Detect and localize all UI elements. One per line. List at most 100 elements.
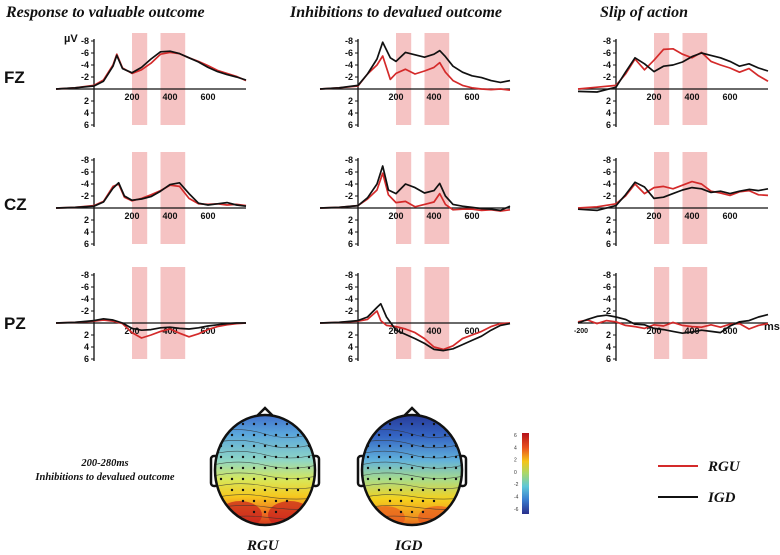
x-tick-label: 400 [162,92,177,102]
y-tick-label: -4 [81,294,89,304]
electrode-dot [410,488,414,492]
x-tick-label: 200 [646,326,661,336]
electrode-dot [421,444,425,448]
y-tick-label: 2 [84,330,89,340]
series-line-rgu [319,55,511,92]
y-tick-label: 4 [348,108,353,118]
electrode-dot [421,422,425,426]
electrode-dot [241,488,245,492]
series-line-igd [577,313,769,335]
x-tick-label: 400 [684,326,699,336]
x-tick-label: 400 [426,326,441,336]
y-tick-label: -8 [81,155,89,165]
electrode-dot [399,455,403,459]
contour-line [362,440,462,449]
highlight-window-0 [132,152,148,244]
electrode-dot [366,466,370,470]
electrode-dot [388,422,392,426]
x-tick-label: 200 [646,92,661,102]
electrode-dot [285,444,289,448]
panel-fz-col2: -8 -6 -4 -2 2 4 6 200 400 600 [577,33,769,130]
topomap-label-rgu: RGU [246,538,280,554]
electrode-dot [421,455,425,459]
electrode-dot [399,466,403,470]
electrode-dot [285,433,289,437]
electrode-dot [307,477,311,481]
x-tick-label: 400 [426,211,441,221]
electrode-dot [421,433,425,437]
series-line-igd [577,181,769,212]
contour-line [215,483,315,490]
electrode-dot [454,455,458,459]
contour-line [362,483,462,490]
electrode-dot [443,455,447,459]
x-tick-label: 200 [388,92,403,102]
electrode-dot [285,488,289,492]
electrode-dot [399,488,403,492]
panel-fz-col1: -8 -6 -4 -2 2 4 6 200 400 600 [319,33,511,130]
topomap-igd: IGD [356,406,468,554]
electrode-dot [388,433,392,437]
x-tick-label: 600 [722,326,737,336]
electrode-dot [410,499,414,503]
electrode-dot [432,422,436,426]
electrode-dot [307,455,311,459]
x-tick-label: 400 [162,211,177,221]
y-tick-label: -2 [603,191,611,201]
y-tick-label: 4 [348,342,353,352]
electrode-dot [241,444,245,448]
y-tick-label: 6 [348,239,353,249]
series-line-rgu [319,172,511,212]
series-line-rgu [577,47,769,90]
y-tick-label: -8 [603,36,611,46]
y-tick-label: 2 [348,96,353,106]
y-tick-label: -6 [345,167,353,177]
electrode-dot [263,477,267,481]
electrode-dot [399,477,403,481]
y-tick-label: 4 [84,342,89,352]
electrode-dot [230,488,234,492]
electrode-dot [252,422,256,426]
y-tick-label: -8 [603,155,611,165]
electrode-dot [296,466,300,470]
electrode-dot [410,510,414,514]
y-tick-label: -6 [81,282,89,292]
y-tick-label: -4 [81,60,89,70]
y-tick-label: 6 [606,239,611,249]
electrode-dot [285,499,289,503]
colorbar-gradient [522,433,529,514]
electrode-dot [252,466,256,470]
y-tick-label: -2 [603,72,611,82]
y-tick-label: -2 [81,306,89,316]
erp-panels: -8 -6 -4 -2 2 4 6 200 400 600 -8 -6 -4 -2 2 4 6 200 400 600… [55,33,769,364]
contour-line [215,461,315,469]
series-line-igd [319,41,511,90]
electrode-dot [399,444,403,448]
head-outline [213,413,317,527]
y-unit-label: µV [64,33,78,45]
electrode-dot [388,477,392,481]
legend-label-igd: IGD [707,490,736,506]
electrode-dot [377,466,381,470]
electrode-dot [230,477,234,481]
electrode-dot [410,455,414,459]
electrode-dot [366,455,370,459]
electrode-dot [285,422,289,426]
electrode-dot [443,477,447,481]
y-tick-label: -8 [345,270,353,280]
y-tick-label: -2 [81,72,89,82]
y-tick-label: -6 [81,48,89,58]
series-line-igd [319,165,511,212]
y-tick-label: 6 [84,354,89,364]
electrode-dot [263,499,267,503]
electrode-dot [432,477,436,481]
series-line-igd [319,302,511,352]
y-tick-label: -4 [603,60,611,70]
highlight-window-1 [682,152,708,244]
electrode-dot [399,422,403,426]
electrode-dot [274,488,278,492]
colorbar: 6 4 2 0 -2 -4 -6 [514,433,529,514]
row-label-fz: FZ [4,68,25,87]
